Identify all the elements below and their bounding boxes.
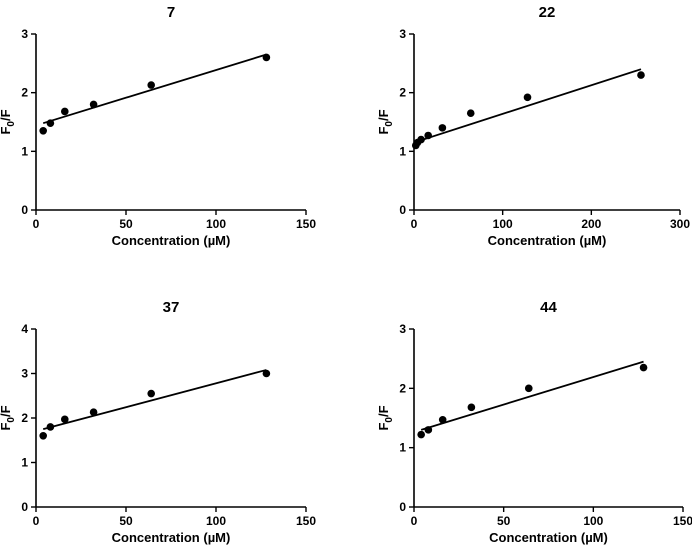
y-tick-label: 1 [399, 441, 406, 455]
y-tick-label: 2 [21, 86, 28, 100]
fit-line [415, 68, 642, 143]
y-label-subscript: 0 [6, 121, 17, 127]
y-tick-label: 3 [399, 322, 406, 336]
y-label-tail: /F [376, 109, 391, 121]
x-tick-label: 100 [493, 217, 513, 231]
fit-line [42, 53, 267, 125]
y-label-subscript: 0 [384, 417, 395, 423]
data-point [438, 415, 447, 424]
y-tick-label: 1 [21, 456, 28, 470]
y-tick-label: 1 [21, 144, 28, 158]
data-point [639, 363, 648, 372]
data-point [61, 415, 69, 424]
data-point [262, 53, 271, 62]
data-point [523, 93, 532, 102]
y-label-main: F [0, 127, 13, 135]
x-tick-label: 100 [583, 514, 603, 528]
y-tick-label: 0 [21, 500, 28, 514]
y-label-main: F [376, 127, 391, 135]
x-tick-label: 300 [670, 217, 690, 231]
data-point [89, 100, 98, 109]
x-tick-label: 100 [206, 217, 226, 231]
y-tick-label: 3 [21, 367, 28, 381]
x-tick-label: 0 [411, 514, 418, 528]
y-axis-label: F0/F [376, 109, 395, 134]
x-axis-label: Concentration (µM) [112, 233, 231, 248]
y-label-main: F [376, 423, 391, 431]
x-tick-label: 100 [206, 514, 226, 528]
y-tick-label: 4 [21, 322, 28, 336]
data-point [61, 107, 69, 116]
y-tick-label: 2 [399, 86, 406, 100]
data-point [39, 127, 47, 135]
x-tick-label: 0 [411, 217, 418, 231]
x-tick-label: 150 [296, 217, 316, 231]
x-tick-label: 50 [497, 514, 511, 528]
data-point [39, 432, 47, 440]
x-axis-label: Concentration (µM) [488, 233, 607, 248]
x-tick-label: 0 [33, 514, 40, 528]
y-axis-label: F0/F [0, 405, 17, 430]
data-point [417, 430, 425, 439]
fit-line [420, 360, 644, 431]
x-axis-label: Concentration (µM) [489, 530, 608, 545]
data-point [262, 369, 271, 378]
chart-title: 7 [167, 4, 175, 21]
chart-title: 44 [540, 299, 557, 316]
data-point [438, 124, 447, 132]
x-tick-label: 150 [296, 514, 316, 528]
y-tick-label: 3 [399, 27, 406, 41]
y-tick-label: 2 [21, 411, 28, 425]
data-point [147, 389, 155, 398]
data-point [46, 119, 55, 127]
data-point [467, 403, 476, 412]
y-tick-label: 3 [21, 27, 28, 41]
x-tick-label: 150 [673, 514, 692, 528]
x-axis-label: Concentration (µM) [112, 530, 231, 545]
data-point [424, 131, 432, 140]
x-tick-label: 50 [119, 217, 133, 231]
y-tick-label: 1 [399, 144, 406, 158]
data-point [417, 135, 425, 144]
x-tick-label: 50 [119, 514, 133, 528]
y-tick-label: 0 [399, 500, 406, 514]
x-tick-label: 0 [33, 217, 40, 231]
fit-line [42, 369, 267, 430]
chart-title: 22 [539, 4, 556, 21]
y-tick-label: 0 [21, 203, 28, 217]
data-point [637, 71, 645, 79]
y-label-tail: /F [0, 109, 13, 121]
y-label-tail: /F [0, 405, 13, 417]
y-label-tail: /F [376, 405, 391, 417]
data-point [524, 384, 533, 393]
y-tick-label: 0 [399, 203, 406, 217]
data-point [147, 81, 155, 89]
x-tick-label: 200 [581, 217, 601, 231]
data-point [424, 426, 433, 434]
y-tick-label: 2 [399, 381, 406, 395]
data-point [89, 408, 98, 417]
y-label-subscript: 0 [384, 121, 395, 127]
data-point [466, 109, 475, 117]
chart-title: 37 [163, 299, 180, 316]
y-label-main: F [0, 423, 13, 431]
y-axis-label: F0/F [376, 405, 395, 430]
y-label-subscript: 0 [6, 417, 17, 423]
y-axis-label: F0/F [0, 109, 17, 134]
data-point [46, 423, 55, 431]
